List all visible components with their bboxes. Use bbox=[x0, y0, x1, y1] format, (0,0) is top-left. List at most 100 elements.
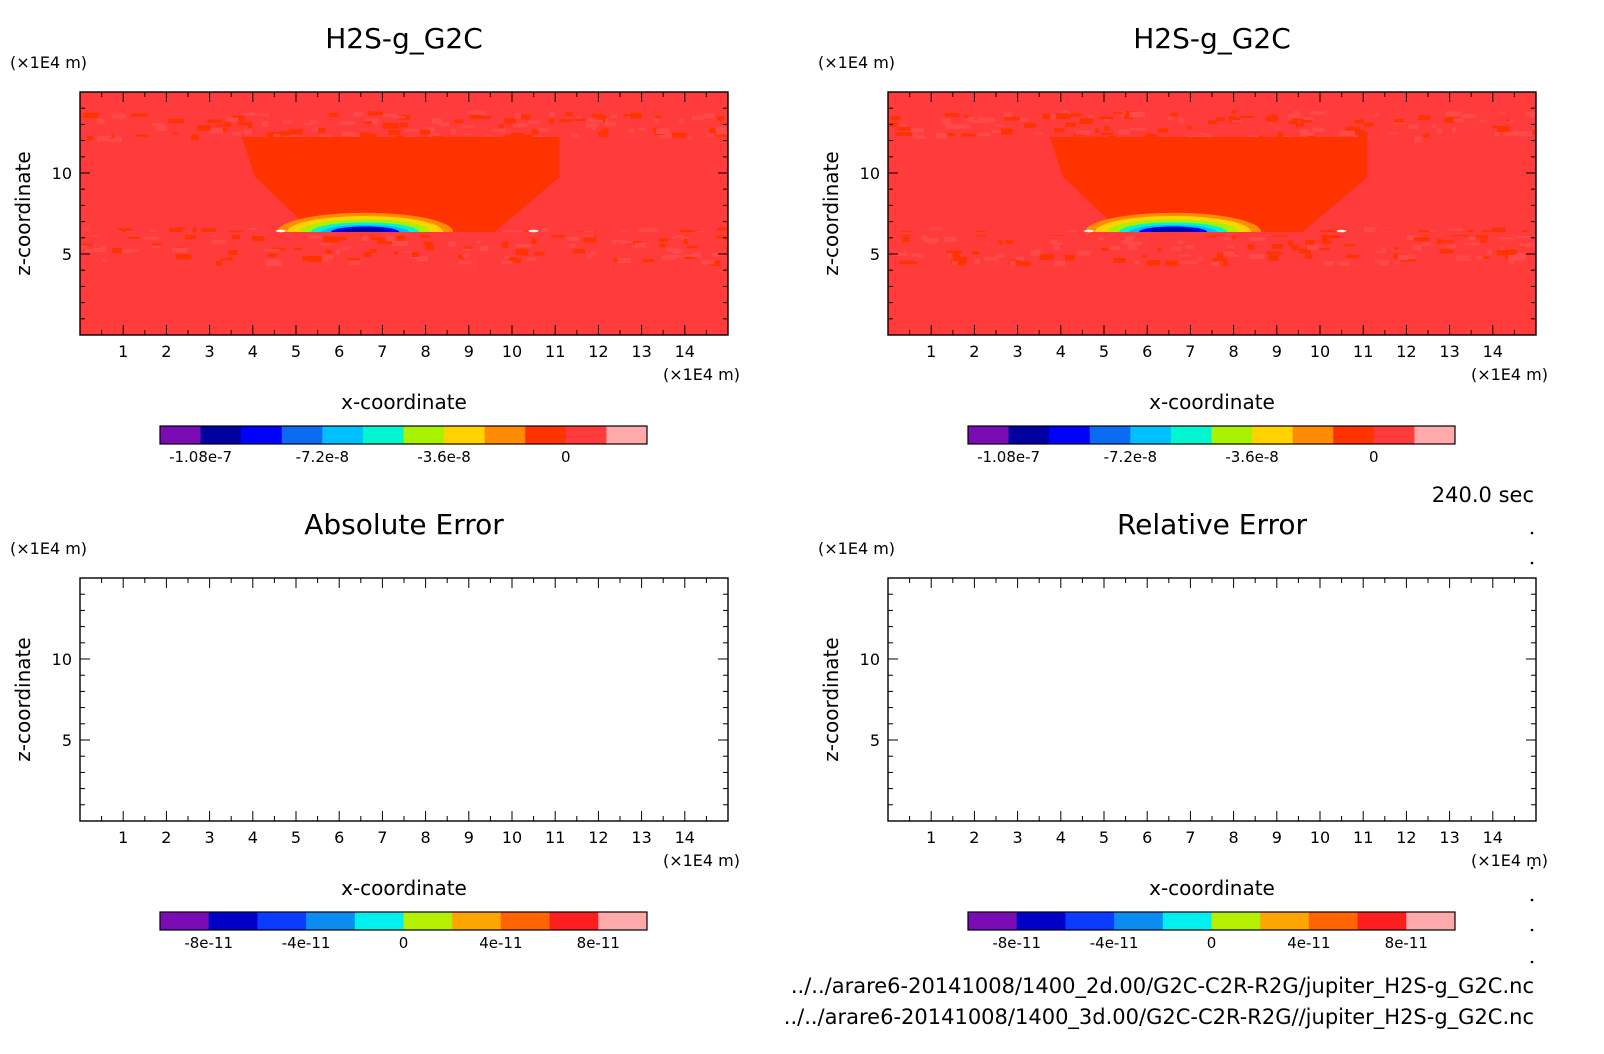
x-tick-label: 6 bbox=[334, 342, 344, 361]
field-noise-patch bbox=[1423, 133, 1430, 138]
footer-path-1: ../../arare6-20141008/1400_2d.00/G2C-C2R… bbox=[791, 974, 1534, 999]
field-noise-patch bbox=[108, 136, 122, 142]
footer-path-2: ../../arare6-20141008/1400_3d.00/G2C-C2R… bbox=[784, 1005, 1534, 1030]
field-noise-patch bbox=[211, 233, 216, 237]
field-noise-patch bbox=[1033, 132, 1043, 135]
field-noise-patch bbox=[1157, 247, 1162, 252]
x-axis-label: x-coordinate bbox=[1149, 876, 1275, 900]
x-tick-label: 2 bbox=[161, 828, 171, 847]
field-noise-patch bbox=[1104, 126, 1111, 131]
field-noise-patch bbox=[1015, 256, 1025, 261]
field-noise-patch bbox=[1079, 118, 1093, 124]
field-noise-patch bbox=[601, 115, 607, 119]
colorbar-swatch bbox=[1008, 426, 1050, 444]
field-noise-patch bbox=[386, 234, 399, 237]
field-noise-patch bbox=[207, 119, 223, 123]
field-noise-patch bbox=[945, 124, 960, 129]
field-noise-patch bbox=[1271, 244, 1284, 249]
field-noise-patch bbox=[1179, 254, 1192, 257]
field-noise-patch bbox=[368, 111, 384, 116]
field-noise-patch bbox=[81, 243, 92, 246]
colorbar-label: 0 bbox=[561, 448, 571, 466]
field-noise-patch bbox=[1067, 113, 1082, 117]
field-noise-patch bbox=[701, 260, 715, 265]
colorbar: -1.08e-7 -7.2e-8 -3.6e-8 0 bbox=[159, 425, 648, 466]
field-noise-patch bbox=[541, 227, 549, 232]
colorbar-swatch bbox=[1016, 912, 1066, 930]
field-noise-patch bbox=[549, 111, 554, 117]
field-noise-patch bbox=[504, 118, 517, 125]
colorbar-label: 4e-11 bbox=[1287, 934, 1330, 952]
field-noise-patch bbox=[1185, 245, 1195, 250]
field-noise-patch bbox=[966, 133, 976, 137]
x-axis-unit: (×1E4 m) bbox=[1471, 851, 1548, 870]
x-tick-label: 5 bbox=[291, 342, 301, 361]
field-noise-patch bbox=[209, 128, 223, 134]
field-noise-patch bbox=[1109, 245, 1121, 251]
field-noise-patch bbox=[979, 117, 995, 123]
field-noise-patch bbox=[1228, 116, 1236, 119]
field-noise-patch bbox=[604, 121, 617, 127]
field-speck bbox=[528, 229, 539, 233]
field-noise-patch bbox=[243, 113, 256, 116]
field-noise-patch bbox=[1075, 130, 1091, 135]
field-noise-patch bbox=[531, 238, 537, 244]
field-noise-patch bbox=[1073, 133, 1083, 137]
field-noise-patch bbox=[570, 133, 579, 138]
field-noise-patch bbox=[1064, 254, 1076, 261]
field-noise-patch bbox=[1299, 248, 1312, 254]
field-noise-patch bbox=[1436, 128, 1443, 134]
field-noise-patch bbox=[1054, 260, 1066, 267]
field-noise-patch bbox=[591, 113, 603, 118]
field-noise-patch bbox=[310, 120, 318, 124]
field-noise-patch bbox=[1226, 245, 1235, 249]
colorbar: -1.08e-7 -7.2e-8 -3.6e-8 0 bbox=[967, 425, 1456, 466]
field-noise-patch bbox=[721, 134, 728, 137]
field-noise-patch bbox=[961, 133, 969, 137]
field-noise-patch bbox=[1170, 112, 1178, 117]
field-noise-patch bbox=[672, 236, 678, 239]
x-tick-label: 2 bbox=[161, 342, 171, 361]
field-noise-patch bbox=[363, 252, 372, 258]
field-noise-patch bbox=[613, 258, 623, 262]
field-noise-patch bbox=[1499, 112, 1506, 115]
field-noise-patch bbox=[1212, 257, 1228, 262]
field-noise-patch bbox=[231, 115, 245, 122]
field-noise-patch bbox=[1498, 237, 1514, 240]
field-noise-patch bbox=[974, 258, 981, 265]
field-noise-patch bbox=[583, 237, 597, 243]
field-noise-patch bbox=[1010, 260, 1016, 267]
field-noise-patch bbox=[1496, 250, 1506, 256]
field-noise-patch bbox=[499, 124, 504, 129]
contour-field bbox=[80, 92, 728, 335]
field-noise-patch bbox=[348, 260, 361, 266]
field-noise-patch bbox=[1397, 254, 1409, 261]
field-noise-patch bbox=[941, 118, 951, 125]
colorbar-swatch bbox=[1357, 912, 1407, 930]
field-noise-patch bbox=[318, 134, 334, 139]
x-tick-label: 5 bbox=[1099, 342, 1109, 361]
field-noise-patch bbox=[536, 128, 546, 131]
field-noise-patch bbox=[911, 253, 924, 257]
field-noise-patch bbox=[263, 248, 280, 252]
field-noise-patch bbox=[1275, 127, 1281, 131]
field-noise-patch bbox=[1468, 236, 1476, 241]
field-noise-patch bbox=[302, 256, 309, 261]
field-noise-patch bbox=[1208, 120, 1217, 125]
field-plume bbox=[1050, 137, 1368, 232]
field-noise-patch bbox=[1443, 240, 1454, 244]
x-tick-label: 13 bbox=[1439, 342, 1459, 361]
field-noise-patch bbox=[947, 253, 953, 258]
field-divider bbox=[80, 232, 728, 235]
x-tick-label: 3 bbox=[1013, 828, 1023, 847]
field-noise-patch bbox=[1450, 234, 1465, 237]
x-tick-label: 6 bbox=[1142, 342, 1152, 361]
field-noise-patch bbox=[548, 118, 555, 124]
field-noise-patch bbox=[231, 234, 241, 240]
field-noise-patch bbox=[96, 118, 105, 125]
field-noise-patch bbox=[691, 115, 704, 120]
field-noise-patch bbox=[142, 113, 149, 117]
field-lower bbox=[888, 266, 1536, 335]
colorbar-swatch bbox=[403, 912, 453, 930]
